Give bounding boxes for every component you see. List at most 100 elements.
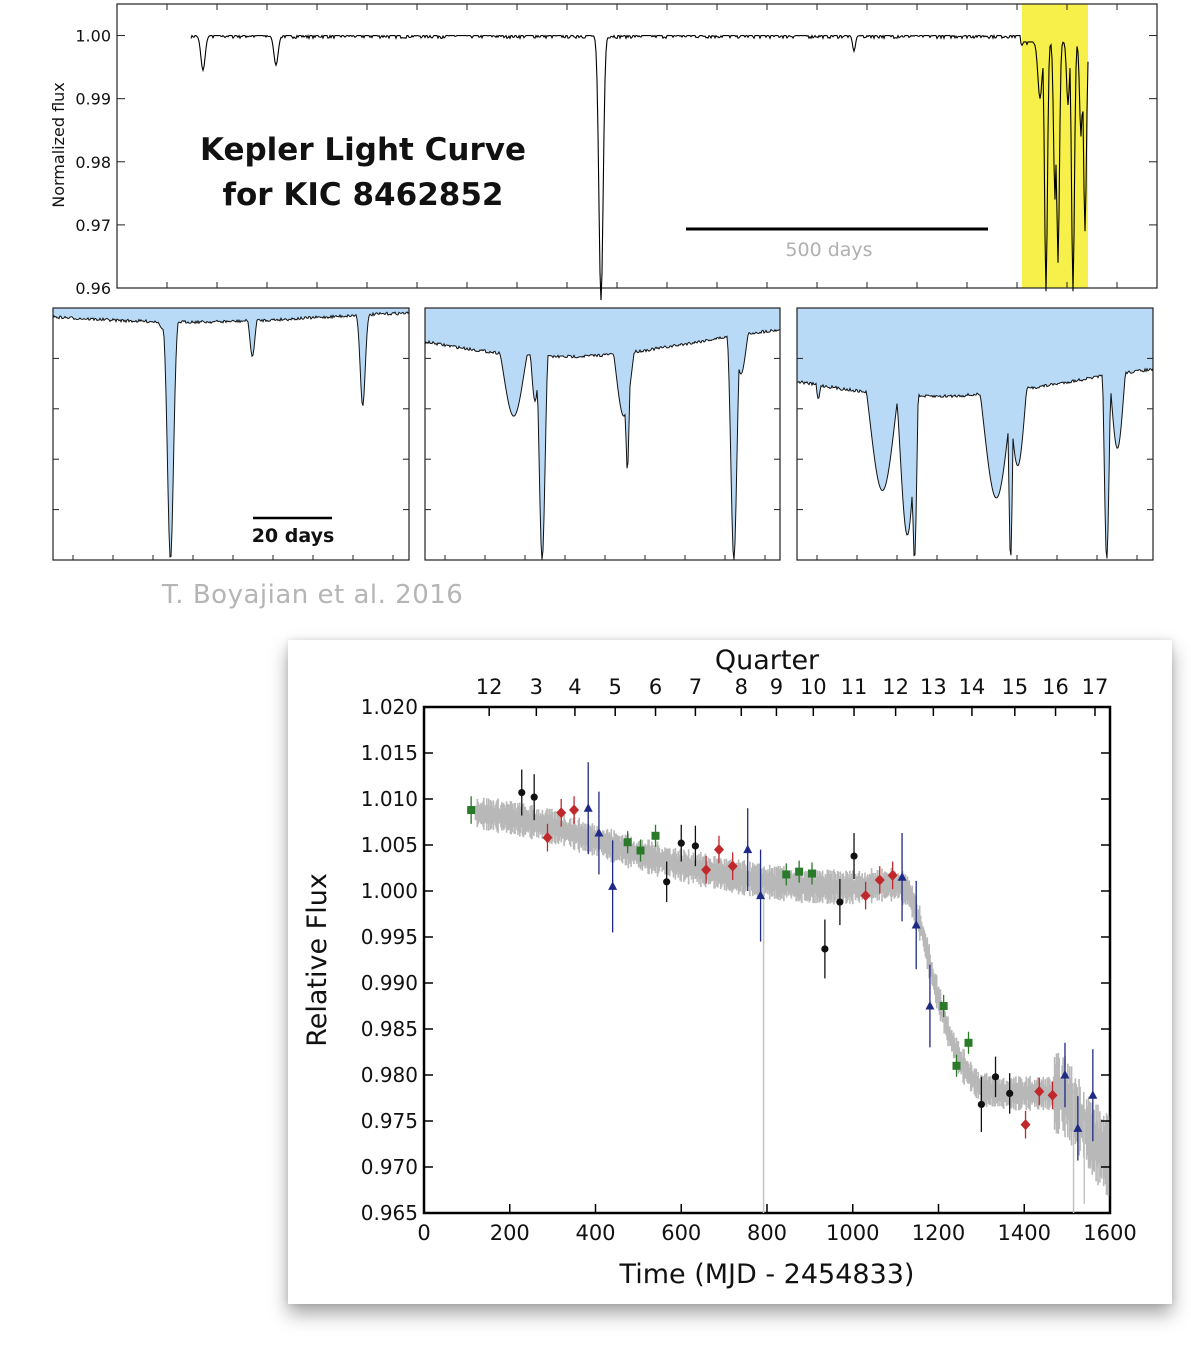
data-point-red: [1047, 1089, 1058, 1101]
data-point-black: [691, 842, 699, 850]
data-point-blue: [756, 890, 766, 900]
data-point-blue: [911, 920, 921, 929]
data-point-black: [821, 945, 829, 953]
data-point-black: [1006, 1089, 1014, 1097]
quarter-tick-label: 6: [649, 675, 662, 699]
data-point-red: [1020, 1119, 1031, 1131]
data-point-red: [713, 844, 724, 856]
plot-frame: [422, 705, 1112, 1215]
data-point-blue: [1073, 1123, 1083, 1132]
y-tick-label: 0.995: [361, 925, 418, 949]
data-point-red: [701, 864, 712, 876]
zoom-panel-2: [424, 307, 781, 561]
quarter-tick-label: 16: [1042, 675, 1069, 699]
data-point-green: [939, 1002, 948, 1010]
x-tick-label: 1200: [912, 1221, 965, 1245]
data-point-black: [836, 898, 844, 906]
axis-ticks: [423, 706, 1111, 1214]
data-point-red: [860, 890, 871, 902]
data-point-red: [887, 869, 898, 881]
quarter-tick-label: 11: [841, 675, 868, 699]
y-tick-label: 0.980: [361, 1063, 418, 1087]
plot-frame: [116, 3, 1158, 289]
data-point-blue: [743, 844, 753, 854]
relative-flux-card: 1.020 1.015 1.010 1.005 1.000 0.995 0.990 0.985…: [288, 640, 1172, 1304]
x-tick-label: 600: [661, 1221, 701, 1245]
data-point-blue: [594, 828, 604, 837]
quarter-tick-label: 13: [920, 675, 947, 699]
series-green: [467, 796, 973, 1077]
panel-frame: [424, 307, 781, 561]
highlight-region: [1022, 4, 1088, 288]
y-tick-label: 1.005: [361, 833, 418, 857]
kepler-light-curve-panel: 1.00 0.99 0.98 0.97 0.96 Normalized flux Kep…: [49, 3, 1158, 300]
data-point-black: [518, 788, 526, 797]
flux-curve: [52, 311, 410, 558]
zoom-panel-1: [52, 307, 410, 561]
data-point-red: [556, 807, 567, 819]
quarter-tick-label: 14: [959, 675, 986, 699]
data-point-black: [850, 852, 858, 860]
data-point-green: [636, 846, 645, 855]
flux-curve: [190, 34, 1089, 300]
x-axis-label: Time (MJD - 2454833): [619, 1259, 915, 1290]
y-tick-label: 0.98: [75, 153, 111, 172]
data-point-blue: [583, 803, 593, 812]
data-point-green: [623, 838, 632, 847]
data-point-green: [964, 1038, 973, 1047]
scale-bar-20-days-label: 20 days: [252, 525, 335, 547]
series-red: [542, 796, 1058, 1139]
zoom-panel-3: [796, 307, 1154, 561]
credit-text: T. Boyajian et al. 2016: [162, 580, 464, 610]
x-tick-label: 1600: [1083, 1221, 1136, 1245]
quarter-tick-label: 4: [568, 675, 581, 699]
y-tick-label: 1.010: [361, 787, 418, 811]
data-point-blue: [608, 881, 618, 890]
y-tick-label: 0.97: [75, 216, 111, 235]
data-point-green: [952, 1061, 961, 1070]
quarter-tick-label: 12: [476, 675, 503, 699]
x-tick-label: 1400: [998, 1221, 1051, 1245]
data-point-black: [977, 1100, 985, 1109]
y-tick-label: 0.965: [361, 1201, 418, 1225]
dip-area-fill: [53, 308, 409, 557]
x-tick-label: 400: [575, 1221, 615, 1245]
quarter-tick-label: 8: [735, 675, 748, 699]
x-tick-label: 1000: [826, 1221, 879, 1245]
dip-area-fill: [797, 308, 1153, 559]
panel-frame: [52, 307, 410, 561]
data-point-blue: [1088, 1090, 1098, 1099]
data-point-black: [663, 878, 671, 886]
y-tick-label: 1.015: [361, 741, 418, 765]
data-point-green: [782, 870, 791, 879]
y-tick-labels: 1.020 1.015 1.010 1.005 1.000 0.995 0.990 0.985…: [361, 695, 418, 1225]
flux-trend: [474, 797, 1110, 1213]
quarter-tick-label: 15: [1001, 675, 1028, 699]
y-tick-labels: 1.00 0.99 0.98 0.97 0.96: [75, 27, 111, 298]
quarter-tick-label: 3: [530, 675, 543, 699]
data-point-red: [874, 874, 885, 886]
data-point-blue: [897, 872, 907, 881]
y-tick-label: 0.985: [361, 1017, 418, 1041]
y-tick-label: 0.975: [361, 1109, 418, 1133]
x-tick-label: 0: [417, 1221, 430, 1245]
data-point-red: [1034, 1086, 1045, 1098]
quarter-tick-label: 12: [882, 675, 909, 699]
y-tick-label: 1.00: [75, 27, 111, 46]
series-black: [518, 769, 1014, 1133]
data-point-black: [677, 839, 685, 847]
quarter-tick-label: 17: [1082, 675, 1109, 699]
y-tick-label: 0.99: [75, 90, 111, 109]
data-point-blue: [1060, 1070, 1070, 1079]
y-tick-label: 0.990: [361, 971, 418, 995]
data-point-green: [467, 806, 476, 815]
quarter-tick-labels: 12 3 4 5 6 7 8 9 10 11 12 13 14 15 16 17: [476, 675, 1109, 699]
chart-title-line-2: for KIC 8462852: [223, 177, 504, 213]
data-point-red: [542, 832, 553, 844]
top-axis-label: Quarter: [715, 645, 820, 676]
data-point-blue: [925, 1001, 935, 1010]
y-axis-ticks: [117, 4, 1157, 289]
y-tick-label: 0.96: [75, 279, 111, 298]
data-point-red: [727, 860, 738, 872]
data-point-black: [530, 793, 538, 801]
